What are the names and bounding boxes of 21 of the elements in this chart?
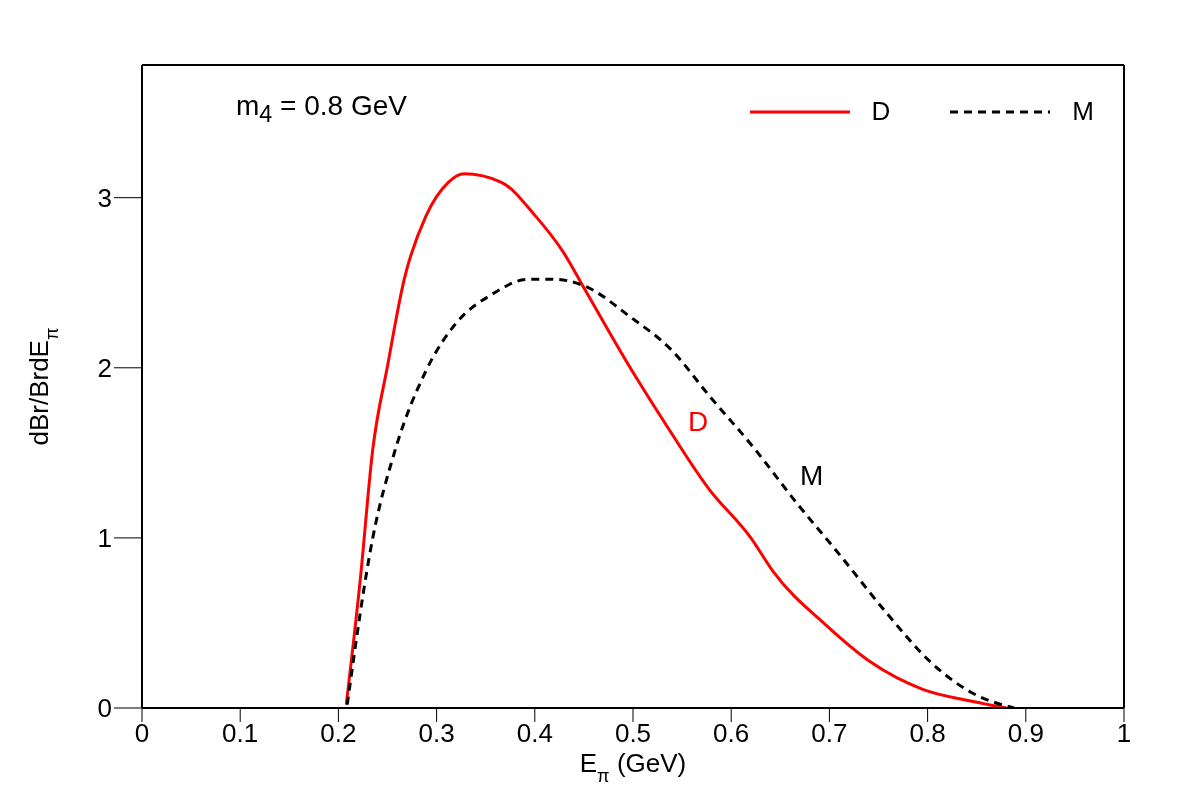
x-tick-label: 0.2: [320, 718, 357, 749]
annotation: M: [800, 460, 824, 492]
y-tick-label: 1: [97, 523, 112, 554]
x-tick-label: 0.1: [222, 718, 259, 749]
x-tick-label: 0.6: [713, 718, 750, 749]
x-tick-label: 0.7: [811, 718, 848, 749]
annotation: D: [688, 406, 709, 438]
annotation: m$_{4}$ = 0.8 GeV: [236, 90, 407, 128]
y-tick-label: 3: [97, 182, 112, 213]
x-tick-label: 0.8: [909, 718, 946, 749]
x-tick-label: 0: [134, 718, 150, 749]
x-tick-label: 1: [1116, 718, 1132, 749]
x-tick-label: 0.9: [1007, 718, 1044, 749]
x-tick-label: 0.3: [418, 718, 455, 749]
legend-label: M: [1072, 96, 1094, 127]
legend-label: D: [871, 96, 891, 127]
x-tick-label: 0.5: [614, 718, 652, 749]
x-axis-title: E$_{π}$ (GeV): [579, 748, 687, 786]
y-tick-label: 2: [97, 353, 112, 384]
x-tick-label: 0.4: [516, 718, 553, 749]
y-tick-label: 0: [97, 693, 112, 724]
